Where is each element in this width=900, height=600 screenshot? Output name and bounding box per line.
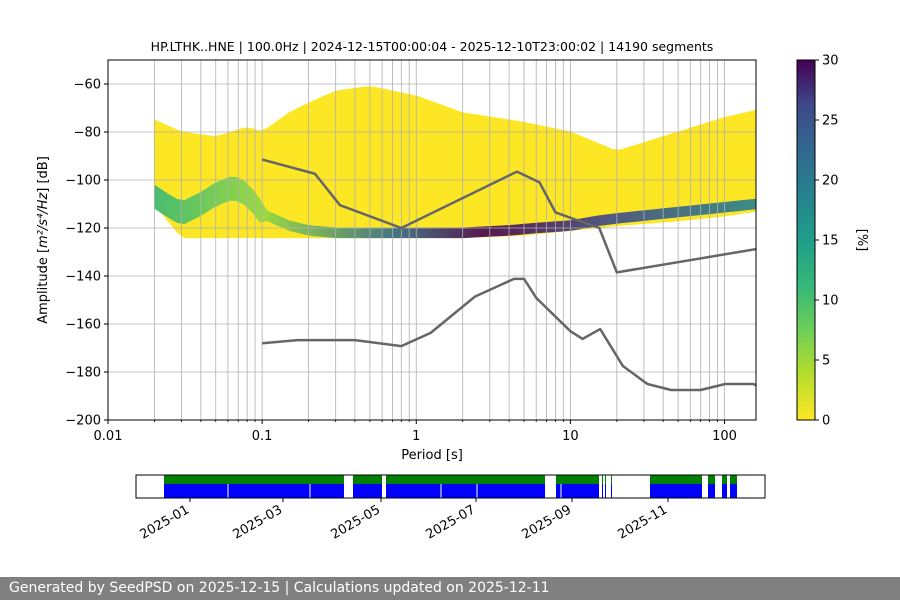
availability-lower-segment [556, 484, 599, 498]
availability-tick-label: 2025-03 [230, 502, 285, 542]
y-tick-label: −180 [65, 366, 101, 381]
availability-upper-segment [386, 475, 545, 484]
colorbar: 0 5 10 15 20 25 30 [%] [796, 54, 869, 429]
colorbar-label: [%] [854, 229, 869, 252]
availability-tick-label: 2025-11 [615, 502, 670, 542]
x-tick-label: 0.01 [94, 429, 123, 444]
y-axis-label-units: m²/s⁴/Hz [36, 192, 51, 248]
colorbar-tick-label: 30 [822, 54, 839, 69]
noise-model-curves [261, 158, 756, 392]
x-tick-label: 100 [712, 429, 737, 444]
availability-upper-segment [353, 475, 382, 484]
y-axis-label-suffix: ] [dB] [36, 156, 51, 193]
availability-lower-segment [730, 484, 737, 498]
availability-upper-segment [602, 475, 603, 484]
availability-lower-segment [353, 484, 382, 498]
availability-tick-label: 2025-01 [137, 502, 192, 542]
colorbar-tick-label: 10 [822, 294, 839, 309]
x-axis-label: Period [s] [401, 448, 463, 463]
colorbar-tick-label: 0 [822, 414, 830, 429]
availability-upper-segment [164, 475, 344, 484]
high-noise-model-line [261, 158, 756, 274]
availability-lower-segment [722, 484, 727, 498]
chart-title: HP.LTHK..HNE | 100.0Hz | 2024-12-15T00:0… [151, 39, 714, 54]
y-tick-label: −80 [74, 126, 101, 141]
colorbar-tick-label: 5 [822, 354, 830, 369]
plot-area: 0.01 0.1 1 10 100 −60 −80 −100 −120 −140 −160 −180… [65, 59, 757, 444]
availability-lower-segment [708, 484, 715, 498]
availability-tick-label: 2025-09 [519, 502, 574, 542]
y-tick-label: −100 [65, 174, 101, 189]
y-axis-label-prefix: Amplitude [ [36, 248, 51, 324]
colorbar-tick-label: 25 [822, 114, 839, 129]
availability-lower-segment [605, 484, 606, 498]
availability-strip: 2025-01 2025-03 2025-05 2025-07 2025-09 2025-… [135, 474, 766, 543]
colorbar-ticks: 0 5 10 15 20 25 30 [815, 54, 839, 429]
footer-credit: Generated by SeedPSD on 2025-12-15 | Cal… [0, 577, 900, 600]
availability-lower-segment [386, 484, 545, 498]
availability-lower-segment [602, 484, 603, 498]
availability-lower-segment [650, 484, 702, 498]
x-tick-label: 1 [412, 429, 420, 444]
availability-upper-segment [722, 475, 727, 484]
availability-upper-segment [708, 475, 715, 484]
availability-lower-segment [611, 484, 612, 498]
availability-upper-segment [556, 475, 599, 484]
availability-upper-segment [611, 475, 612, 484]
availability-segments [164, 475, 737, 498]
density-mode-band [154, 176, 756, 239]
colorbar-gradient [797, 60, 815, 420]
x-tick-label: 10 [562, 429, 579, 444]
y-tick-label: −160 [65, 318, 101, 333]
availability-tick-label: 2025-07 [423, 502, 478, 542]
availability-upper-segment [650, 475, 702, 484]
availability-tick-label: 2025-05 [328, 502, 383, 542]
availability-date-ticks: 2025-01 2025-03 2025-05 2025-07 2025-09 2025-… [137, 498, 670, 543]
x-tick-label: 0.1 [252, 429, 273, 444]
colorbar-tick-label: 20 [822, 174, 839, 189]
availability-upper-segment [730, 475, 737, 484]
availability-upper-segment [605, 475, 606, 484]
y-tick-label: −120 [65, 222, 101, 237]
y-tick-label: −140 [65, 270, 101, 285]
y-tick-label: −60 [74, 78, 101, 93]
availability-frame [135, 474, 766, 499]
y-axis-label: Amplitude [m²/s⁴/Hz] [dB] [36, 156, 51, 324]
y-tick-label: −200 [65, 414, 101, 429]
low-noise-model-line [262, 277, 756, 392]
plot-frame [107, 59, 757, 421]
y-axis-ticks: −60 −80 −100 −120 −140 −160 −180 −200 [65, 78, 108, 429]
density-heatmap [153, 86, 756, 239]
availability-lower-segment [164, 484, 344, 498]
grid-lines [108, 60, 756, 420]
colorbar-tick-label: 15 [822, 234, 839, 249]
x-axis-ticks: 0.01 0.1 1 10 100 [94, 420, 737, 444]
